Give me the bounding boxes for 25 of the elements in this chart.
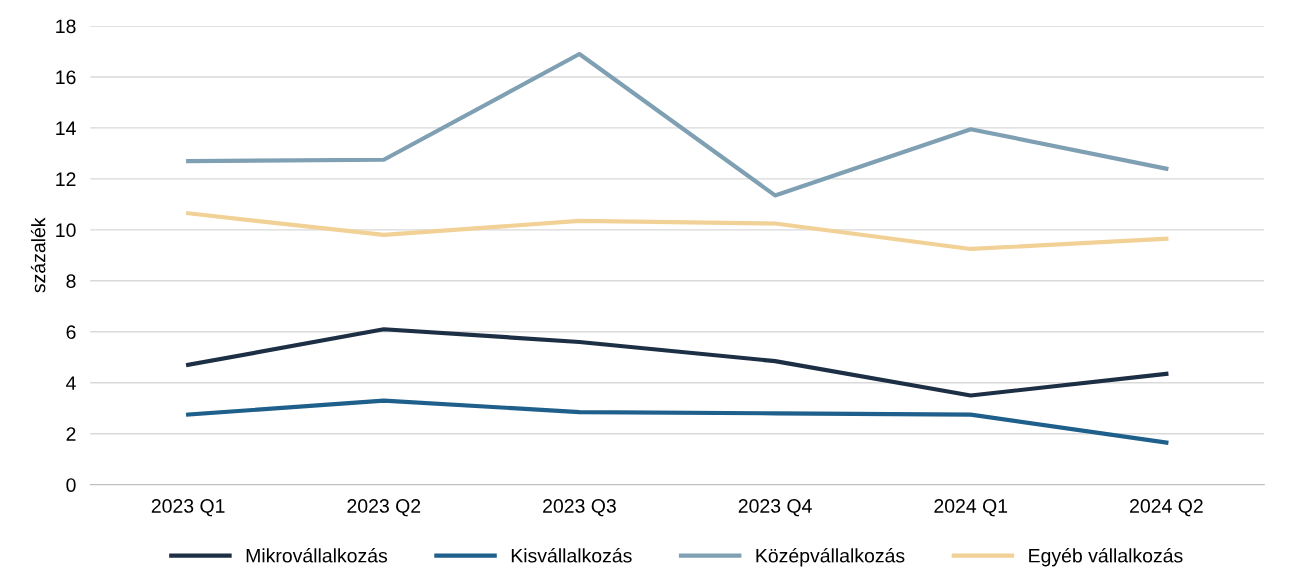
y-axis-title: százalék [30,217,46,293]
x-tick-label: 2023 Q3 [543,499,616,517]
line-series [186,327,1169,398]
line-series [186,398,1169,445]
y-tick-label: 4 [66,376,76,390]
y-tick-label: 14 [56,121,76,135]
y-tick-label: 0 [66,478,76,492]
y-tick-label: 12 [56,172,76,186]
x-tick-label: 2023 Q2 [347,499,421,517]
y-tick-label: 8 [66,274,76,289]
y-tick-label: 18 [56,19,76,34]
y-tick-label: 16 [56,70,76,85]
legend-label: Egyéb vállalkozás [1029,548,1183,567]
line-series [186,211,1169,252]
line-series [186,51,1169,198]
legend-label: Kisvállalkozás [511,548,632,563]
x-tick-label: 2023 Q4 [738,499,812,517]
legend-label: Középvállalkozás [756,548,905,567]
x-tick-label: 2023 Q1 [151,499,225,517]
y-tick-label: 6 [66,325,76,340]
y-tick-label: 10 [56,223,76,238]
legend-label: Mikrovállalkozás [246,548,388,563]
x-tick-label: 2024 Q2 [1130,499,1203,517]
x-tick-label: 2024 Q1 [934,499,1008,517]
y-tick-label: 2 [66,427,76,441]
